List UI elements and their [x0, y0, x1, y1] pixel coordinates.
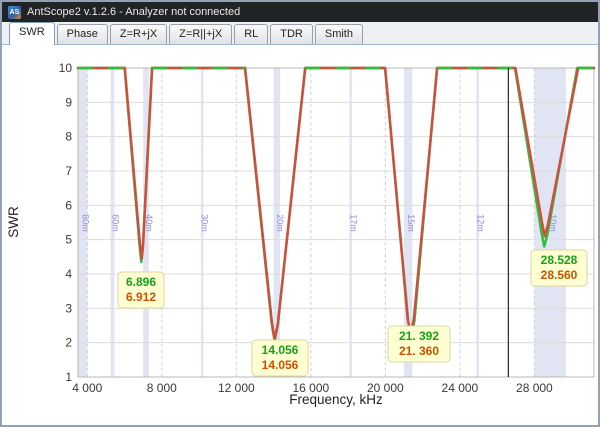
chart-pane: 80m 60m 40m 30m 20m 17m 15m 12m 10m 1 2 3 4 5 6 7 8 9 10 4 …: [2, 45, 598, 425]
y-tick-label: 4: [65, 267, 72, 281]
tab-tdr[interactable]: TDR: [270, 24, 313, 44]
band-80m: [78, 68, 88, 377]
band-20m: [273, 68, 281, 377]
tab-swr[interactable]: SWR: [9, 22, 55, 45]
x-tick-label: 8 000: [147, 381, 177, 395]
band-40m: [143, 68, 149, 377]
band-15m: [403, 68, 413, 377]
x-tick-label: 20 000: [367, 381, 404, 395]
plot-frame: [77, 67, 595, 378]
tab-bar: SWR Phase Z=R+jX Z=R||+jX RL TDR Smith: [2, 22, 598, 45]
swr-chart[interactable]: 80m 60m 40m 30m 20m 17m 15m 12m 10m 1 2 3 4 5 6 7 8 9 10 4 …: [2, 45, 598, 425]
marker-value-red: 6.912: [126, 290, 156, 304]
y-tick-label: 5: [65, 233, 72, 247]
marker-value-red: 14.056: [262, 358, 299, 372]
band-label-30m: 30m: [199, 214, 209, 232]
band-label-60m: 60m: [110, 214, 120, 232]
x-tick-label: 4 000: [72, 381, 102, 395]
app-icon: AS: [8, 5, 21, 19]
y-tick-label: 6: [65, 198, 72, 212]
marker-box: [117, 271, 165, 309]
band-label-80m: 80m: [81, 214, 91, 232]
y-tick-label: 10: [59, 61, 73, 75]
tab-phase[interactable]: Phase: [56, 24, 108, 44]
x-tick-label: 12 000: [218, 381, 255, 395]
band-17m: [349, 68, 352, 377]
band-label-15m: 15m: [406, 214, 416, 232]
band-label-17m: 17m: [348, 214, 358, 232]
band-label-20m: 20m: [275, 214, 285, 232]
app-icon-text: AS: [9, 8, 20, 16]
tab-smith[interactable]: Smith: [314, 24, 363, 44]
y-axis-title: SWR: [6, 206, 21, 238]
marker-value-red: 28.560: [541, 268, 578, 282]
marker-value-green: 28.528: [541, 253, 578, 267]
band-label-40m: 40m: [144, 214, 154, 232]
y-tick-label: 7: [65, 164, 72, 178]
x-tick-label: 16 000: [293, 381, 330, 395]
band-label-12m: 12m: [475, 214, 485, 232]
marker-value-red: 21. 360: [399, 344, 439, 358]
band-12m: [476, 68, 479, 377]
marker-value-green: 21. 392: [399, 329, 439, 343]
marker-box: [387, 325, 451, 363]
tab-z-r-jx[interactable]: Z=R||+jX: [169, 24, 233, 44]
marker-box: [530, 249, 588, 287]
marker-value-green: 14.056: [262, 343, 299, 357]
band-60m: [110, 68, 115, 377]
tab-rl[interactable]: RL: [234, 24, 269, 44]
titlebar[interactable]: AS AntScope2 v.1.2.6 - Analyzer not conn…: [2, 2, 598, 22]
x-tick-label: 24 000: [442, 381, 479, 395]
band-30m: [200, 68, 204, 377]
y-tick-label: 2: [65, 336, 72, 350]
y-tick-label: 9: [65, 95, 72, 109]
y-tick-label: 8: [65, 130, 72, 144]
x-axis-title: Frequency, kHz: [289, 392, 383, 407]
band-label-10m: 10m: [548, 214, 558, 232]
window-title: AntScope2 v.1.2.6 - Analyzer not connect…: [27, 6, 241, 18]
marker-value-green: 6.896: [126, 275, 156, 289]
y-tick-label: 3: [65, 301, 72, 315]
x-tick-label: 28 000: [516, 381, 553, 395]
tab-z-r-jx[interactable]: Z=R+jX: [109, 24, 168, 44]
marker-box: [251, 339, 309, 377]
y-tick-label: 1: [65, 370, 72, 384]
